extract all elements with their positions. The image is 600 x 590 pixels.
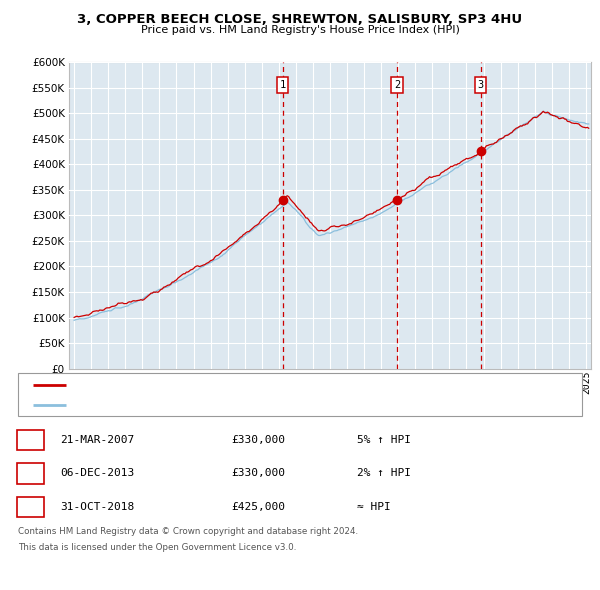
Text: 3, COPPER BEECH CLOSE, SHREWTON, SALISBURY, SP3 4HU (detached house): 3, COPPER BEECH CLOSE, SHREWTON, SALISBU… — [75, 380, 482, 390]
Text: 3, COPPER BEECH CLOSE, SHREWTON, SALISBURY, SP3 4HU: 3, COPPER BEECH CLOSE, SHREWTON, SALISBU… — [77, 13, 523, 26]
Text: 3: 3 — [27, 502, 34, 512]
Text: 2: 2 — [394, 80, 400, 90]
Text: £425,000: £425,000 — [231, 502, 285, 512]
Text: Price paid vs. HM Land Registry's House Price Index (HPI): Price paid vs. HM Land Registry's House … — [140, 25, 460, 35]
Text: 2: 2 — [27, 468, 34, 478]
Text: £330,000: £330,000 — [231, 468, 285, 478]
Text: This data is licensed under the Open Government Licence v3.0.: This data is licensed under the Open Gov… — [18, 543, 296, 552]
Text: 2% ↑ HPI: 2% ↑ HPI — [357, 468, 411, 478]
Text: £330,000: £330,000 — [231, 435, 285, 445]
Text: 31-OCT-2018: 31-OCT-2018 — [60, 502, 134, 512]
Text: HPI: Average price, detached house, Wiltshire: HPI: Average price, detached house, Wilt… — [75, 400, 314, 410]
Text: 5% ↑ HPI: 5% ↑ HPI — [357, 435, 411, 445]
Text: 21-MAR-2007: 21-MAR-2007 — [60, 435, 134, 445]
Text: Contains HM Land Registry data © Crown copyright and database right 2024.: Contains HM Land Registry data © Crown c… — [18, 527, 358, 536]
Text: 1: 1 — [27, 435, 34, 445]
Text: 06-DEC-2013: 06-DEC-2013 — [60, 468, 134, 478]
Text: ≈ HPI: ≈ HPI — [357, 502, 391, 512]
Text: 3: 3 — [478, 80, 484, 90]
Text: 1: 1 — [280, 80, 286, 90]
